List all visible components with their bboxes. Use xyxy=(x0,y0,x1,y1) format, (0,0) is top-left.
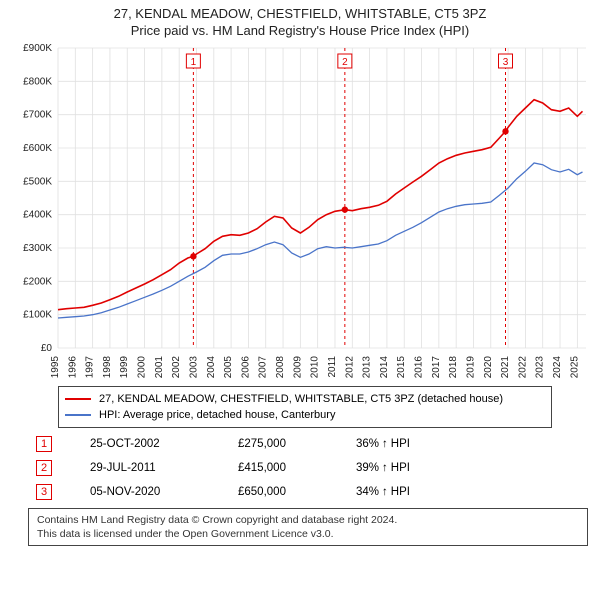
footer-attribution: Contains HM Land Registry data © Crown c… xyxy=(28,508,588,546)
event-date-3: 05-NOV-2020 xyxy=(90,486,210,498)
svg-text:2018: 2018 xyxy=(448,356,459,379)
event-marker-3: 3 xyxy=(36,484,52,500)
arrow-up-icon: ↑ xyxy=(382,486,388,498)
svg-text:2017: 2017 xyxy=(431,356,442,379)
event-diff-3: 34% ↑ HPI xyxy=(356,486,410,498)
svg-text:2010: 2010 xyxy=(310,356,321,379)
event-price-2: £415,000 xyxy=(238,462,328,474)
svg-text:2009: 2009 xyxy=(292,356,303,379)
svg-text:1995: 1995 xyxy=(50,356,61,379)
legend-item-property: 27, KENDAL MEADOW, CHESTFIELD, WHITSTABL… xyxy=(65,391,545,407)
chart-container: 27, KENDAL MEADOW, CHESTFIELD, WHITSTABL… xyxy=(0,0,600,546)
svg-text:£300K: £300K xyxy=(23,243,52,254)
arrow-up-icon: ↑ xyxy=(382,438,388,450)
svg-text:2001: 2001 xyxy=(154,356,165,379)
event-price-1: £275,000 xyxy=(238,438,328,450)
event-date-2: 29-JUL-2011 xyxy=(90,462,210,474)
svg-text:2004: 2004 xyxy=(206,356,217,379)
event-price-3: £650,000 xyxy=(238,486,328,498)
svg-text:2019: 2019 xyxy=(465,356,476,379)
legend-label-property: 27, KENDAL MEADOW, CHESTFIELD, WHITSTABL… xyxy=(99,391,503,407)
event-diff-2: 39% ↑ HPI xyxy=(356,462,410,474)
svg-text:£100K: £100K xyxy=(23,310,52,321)
arrow-up-icon: ↑ xyxy=(382,462,388,474)
svg-text:£500K: £500K xyxy=(23,176,52,187)
svg-text:2013: 2013 xyxy=(362,356,373,379)
svg-text:3: 3 xyxy=(503,57,509,68)
svg-text:£600K: £600K xyxy=(23,143,52,154)
svg-text:1999: 1999 xyxy=(119,356,130,379)
svg-text:1: 1 xyxy=(191,57,197,68)
event-row-1: 1 25-OCT-2002 £275,000 36% ↑ HPI xyxy=(28,432,588,456)
legend-label-hpi: HPI: Average price, detached house, Cant… xyxy=(99,407,335,423)
svg-text:2007: 2007 xyxy=(258,356,269,379)
svg-text:2022: 2022 xyxy=(517,356,528,379)
chart-area: £0 £100K £200K £300K £400K £500K £600K £700K £80… xyxy=(0,40,600,380)
svg-text:2: 2 xyxy=(342,57,348,68)
legend-swatch-property xyxy=(65,398,91,400)
legend-item-hpi: HPI: Average price, detached house, Cant… xyxy=(65,407,545,423)
svg-text:2014: 2014 xyxy=(379,356,390,379)
svg-text:2015: 2015 xyxy=(396,356,407,379)
svg-text:1996: 1996 xyxy=(67,356,78,379)
footer-line2: This data is licensed under the Open Gov… xyxy=(37,527,579,541)
legend-box: 27, KENDAL MEADOW, CHESTFIELD, WHITSTABL… xyxy=(58,386,552,428)
line-chart-svg: £0 £100K £200K £300K £400K £500K £600K £700K £80… xyxy=(0,40,600,380)
svg-text:2003: 2003 xyxy=(188,356,199,379)
svg-text:2012: 2012 xyxy=(344,356,355,379)
event-diff-1: 36% ↑ HPI xyxy=(356,438,410,450)
svg-text:2008: 2008 xyxy=(275,356,286,379)
svg-text:2005: 2005 xyxy=(223,356,234,379)
legend-swatch-hpi xyxy=(65,414,91,416)
footer-line1: Contains HM Land Registry data © Crown c… xyxy=(37,513,579,527)
svg-text:2002: 2002 xyxy=(171,356,182,379)
title-block: 27, KENDAL MEADOW, CHESTFIELD, WHITSTABL… xyxy=(0,0,600,40)
title-address: 27, KENDAL MEADOW, CHESTFIELD, WHITSTABL… xyxy=(4,6,596,21)
svg-text:2023: 2023 xyxy=(535,356,546,379)
svg-text:£800K: £800K xyxy=(23,76,52,87)
title-subtitle: Price paid vs. HM Land Registry's House … xyxy=(4,23,596,38)
events-table: 1 25-OCT-2002 £275,000 36% ↑ HPI 2 29-JU… xyxy=(28,432,588,504)
event-marker-1: 1 xyxy=(36,436,52,452)
svg-text:£900K: £900K xyxy=(23,43,52,54)
svg-text:1998: 1998 xyxy=(102,356,113,379)
svg-text:2006: 2006 xyxy=(240,356,251,379)
event-marker-2: 2 xyxy=(36,460,52,476)
svg-text:£0: £0 xyxy=(41,343,53,354)
svg-text:1997: 1997 xyxy=(85,356,96,379)
svg-text:2025: 2025 xyxy=(569,356,580,379)
svg-text:2020: 2020 xyxy=(483,356,494,379)
svg-text:£400K: £400K xyxy=(23,210,52,221)
svg-text:£700K: £700K xyxy=(23,110,52,121)
svg-text:2024: 2024 xyxy=(552,356,563,379)
svg-text:2011: 2011 xyxy=(327,356,338,378)
svg-text:2000: 2000 xyxy=(137,356,148,379)
svg-text:2021: 2021 xyxy=(500,356,511,379)
event-row-2: 2 29-JUL-2011 £415,000 39% ↑ HPI xyxy=(28,456,588,480)
svg-text:2016: 2016 xyxy=(414,356,425,379)
event-date-1: 25-OCT-2002 xyxy=(90,438,210,450)
event-row-3: 3 05-NOV-2020 £650,000 34% ↑ HPI xyxy=(28,480,588,504)
svg-text:£200K: £200K xyxy=(23,276,52,287)
